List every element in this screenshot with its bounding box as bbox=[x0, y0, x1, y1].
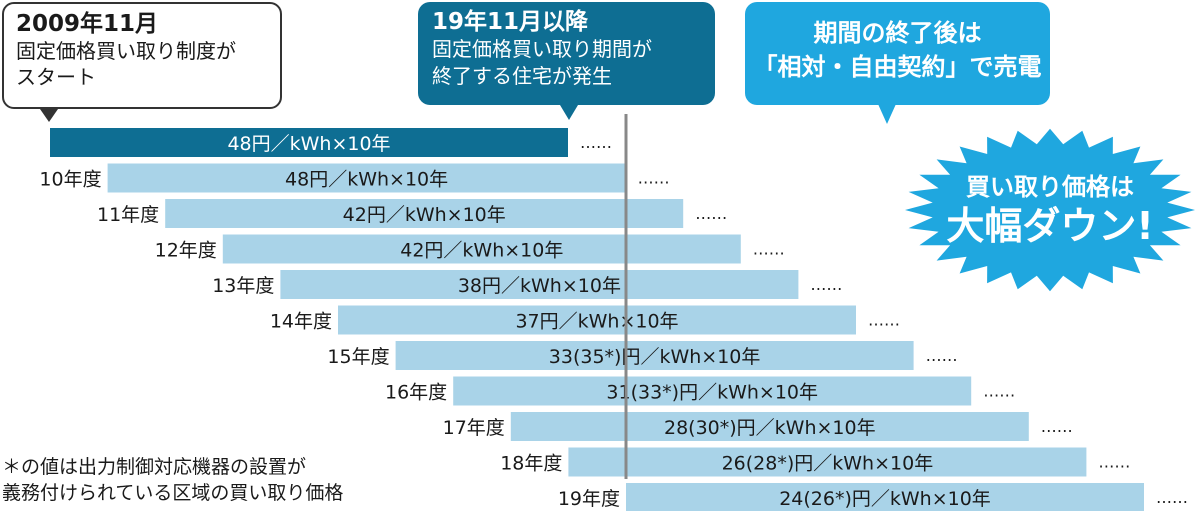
bar-value-label-2014: 37円／kWh×10年 bbox=[515, 311, 678, 333]
bar-2016 bbox=[453, 376, 972, 406]
callout-period-end-pointer bbox=[560, 105, 578, 120]
burst-line2: 大幅ダウン! bbox=[946, 204, 1154, 248]
bar-value-label-2009: 48円／kWh×10年 bbox=[227, 133, 390, 155]
bar-2015 bbox=[395, 341, 914, 370]
callout-fit-start-line1: 固定価格買い取り制度が bbox=[16, 39, 236, 63]
bar-category-label-2013: 13年度 bbox=[212, 275, 274, 297]
bar-continuation-2013: …… bbox=[810, 275, 842, 294]
callout-fit-start: 2009年11月 固定価格買い取り制度が スタート bbox=[2, 2, 282, 109]
bar-value-label-2012: 42円／kWh×10年 bbox=[400, 240, 563, 262]
bar-2017 bbox=[510, 412, 1029, 441]
bar-value-label-2010: 48円／kWh×10年 bbox=[285, 169, 448, 191]
bar-value-label-2015: 33(35*)円／kWh×10年 bbox=[549, 346, 761, 368]
starburst-shape bbox=[905, 128, 1195, 292]
bar-continuation-2019: …… bbox=[1156, 488, 1188, 507]
callout-period-end-line1: 固定価格買い取り期間が bbox=[432, 37, 652, 61]
bar-category-label-2014: 14年度 bbox=[270, 311, 332, 333]
bar-2018 bbox=[568, 447, 1087, 477]
bar-value-label-2017: 28(30*)円／kWh×10年 bbox=[664, 417, 876, 439]
callout-after-period-line1: 期間の終了後は bbox=[813, 19, 982, 47]
bar-2009 bbox=[50, 128, 568, 157]
bar-2014 bbox=[338, 305, 856, 335]
bar-category-label-2016: 16年度 bbox=[385, 382, 447, 404]
bar-2011 bbox=[165, 199, 684, 228]
callout-period-end-title: 19年11月以降 bbox=[432, 9, 589, 35]
bar-continuation-2014: …… bbox=[868, 311, 900, 330]
callout-period-end: 19年11月以降 固定価格買い取り期間が 終了する住宅が発生 bbox=[418, 2, 715, 105]
bar-continuation-2015: …… bbox=[926, 346, 958, 365]
bar-category-label-2015: 15年度 bbox=[327, 346, 389, 368]
bar-continuation-2010: …… bbox=[638, 169, 670, 188]
callout-fit-start-title: 2009年11月 bbox=[16, 11, 159, 37]
bar-category-label-2010: 10年度 bbox=[39, 169, 101, 191]
bar-value-label-2013: 38円／kWh×10年 bbox=[458, 275, 621, 297]
callout-after-period-pointer bbox=[878, 104, 896, 124]
callout-fit-start-line2: スタート bbox=[16, 65, 96, 89]
bar-continuation-2018: …… bbox=[1098, 453, 1130, 472]
bar-value-label-2011: 42円／kWh×10年 bbox=[343, 204, 506, 226]
bar-category-label-2018: 18年度 bbox=[500, 453, 562, 475]
footnote-line2: 義務付けられている区域の買い取り価格 bbox=[2, 482, 344, 504]
callout-period-end-line2: 終了する住宅が発生 bbox=[432, 64, 612, 88]
bar-value-label-2018: 26(28*)円／kWh×10年 bbox=[722, 453, 934, 475]
callout-after-period-line2: 「相対・自由契約」で売電 bbox=[753, 53, 1042, 81]
bar-continuation-2012: …… bbox=[753, 240, 785, 259]
bar-category-label-2017: 17年度 bbox=[443, 417, 505, 439]
bar-2019 bbox=[626, 483, 1144, 511]
burst-line1: 買い取り価格は bbox=[966, 173, 1134, 201]
bar-category-label-2012: 12年度 bbox=[155, 240, 217, 262]
price-drop-burst: 買い取り価格は 大幅ダウン! bbox=[905, 125, 1195, 295]
bar-2012 bbox=[222, 234, 741, 264]
bar-value-label-2016: 31(33*)円／kWh×10年 bbox=[606, 382, 818, 404]
bar-category-label-2019: 19年度 bbox=[558, 488, 620, 510]
bar-continuation-2017: …… bbox=[1041, 417, 1073, 436]
callout-fit-start-pointer bbox=[40, 109, 58, 122]
callout-after-period: 期間の終了後は 「相対・自由契約」で売電 bbox=[745, 2, 1050, 105]
bar-category-label-2011: 11年度 bbox=[97, 204, 159, 226]
bar-value-label-2019: 24(26*)円／kWh×10年 bbox=[779, 488, 991, 510]
bar-continuation-2016: …… bbox=[983, 382, 1015, 401]
bar-continuation-2011: …… bbox=[695, 204, 727, 223]
bar-2010 bbox=[107, 163, 626, 193]
footnote: ＊の値は出力制御対応機器の設置が 義務付けられている区域の買い取り価格 bbox=[2, 454, 343, 506]
bar-2013 bbox=[280, 270, 799, 299]
footnote-line1: ＊の値は出力制御対応機器の設置が bbox=[2, 456, 307, 478]
bar-continuation-2009: …… bbox=[580, 133, 612, 152]
